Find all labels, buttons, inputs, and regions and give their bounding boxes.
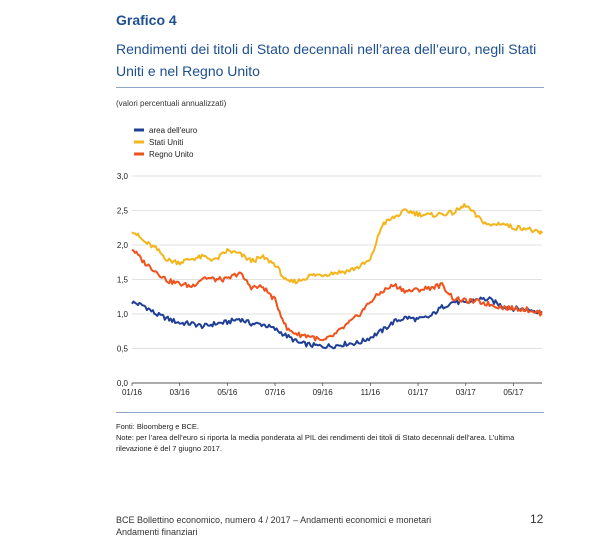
x-tick-label: 05/17 [503,388,524,397]
sources-note: Fonti: Bloomberg e BCE. [116,422,199,431]
y-tick-label: 3,0 [117,172,129,181]
figure-title: Rendimenti dei titoli di Stato decennali… [116,41,537,79]
x-tick-label: 11/16 [361,388,381,397]
legend-label: Stati Uniti [149,138,183,147]
series-line-1 [131,296,543,350]
footer-section: Andamenti finanziari [116,527,198,537]
notes-rule [116,412,544,413]
x-tick-label: 05/16 [217,388,238,397]
series-line-3 [131,248,543,342]
units-note: (valori percentuali annualizzati) [116,99,227,108]
y-tick-label: 2,5 [117,207,129,216]
x-tick-label: 03/16 [170,388,191,397]
y-tick-label: 1,5 [117,276,129,285]
series-line-2 [131,203,543,285]
page-footer: BCE Bollettino economico, numero 4 / 201… [116,514,446,538]
y-tick-label: 0,0 [117,379,129,388]
x-tick-label: 01/17 [408,388,429,397]
method-note: Note: per l’area dell’euro si riporta la… [116,433,515,453]
x-tick-label: 09/16 [313,388,334,397]
y-tick-label: 0,5 [117,345,129,354]
footer-publication: BCE Bollettino economico, numero 4 / 201… [116,515,432,525]
x-tick-label: 03/17 [456,388,477,397]
legend-label: area dell'euro [149,126,198,135]
x-tick-label: 07/16 [265,388,286,397]
page-number: 12 [530,512,544,526]
legend-label: Regno Unito [149,150,194,159]
figure-label: Grafico 4 [116,12,177,28]
y-tick-label: 1,0 [117,310,129,319]
notes-block: Fonti: Bloomberg e BCE. Note: per l’area… [116,421,544,454]
x-tick-label: 01/16 [122,388,143,397]
y-tick-label: 2,0 [117,241,129,250]
title-rule [116,87,544,88]
line-chart: 0,0 0,5 1,0 1,5 2,0 2,5 3,0 01/16 03/16 05/16 07/1… [117,126,543,397]
